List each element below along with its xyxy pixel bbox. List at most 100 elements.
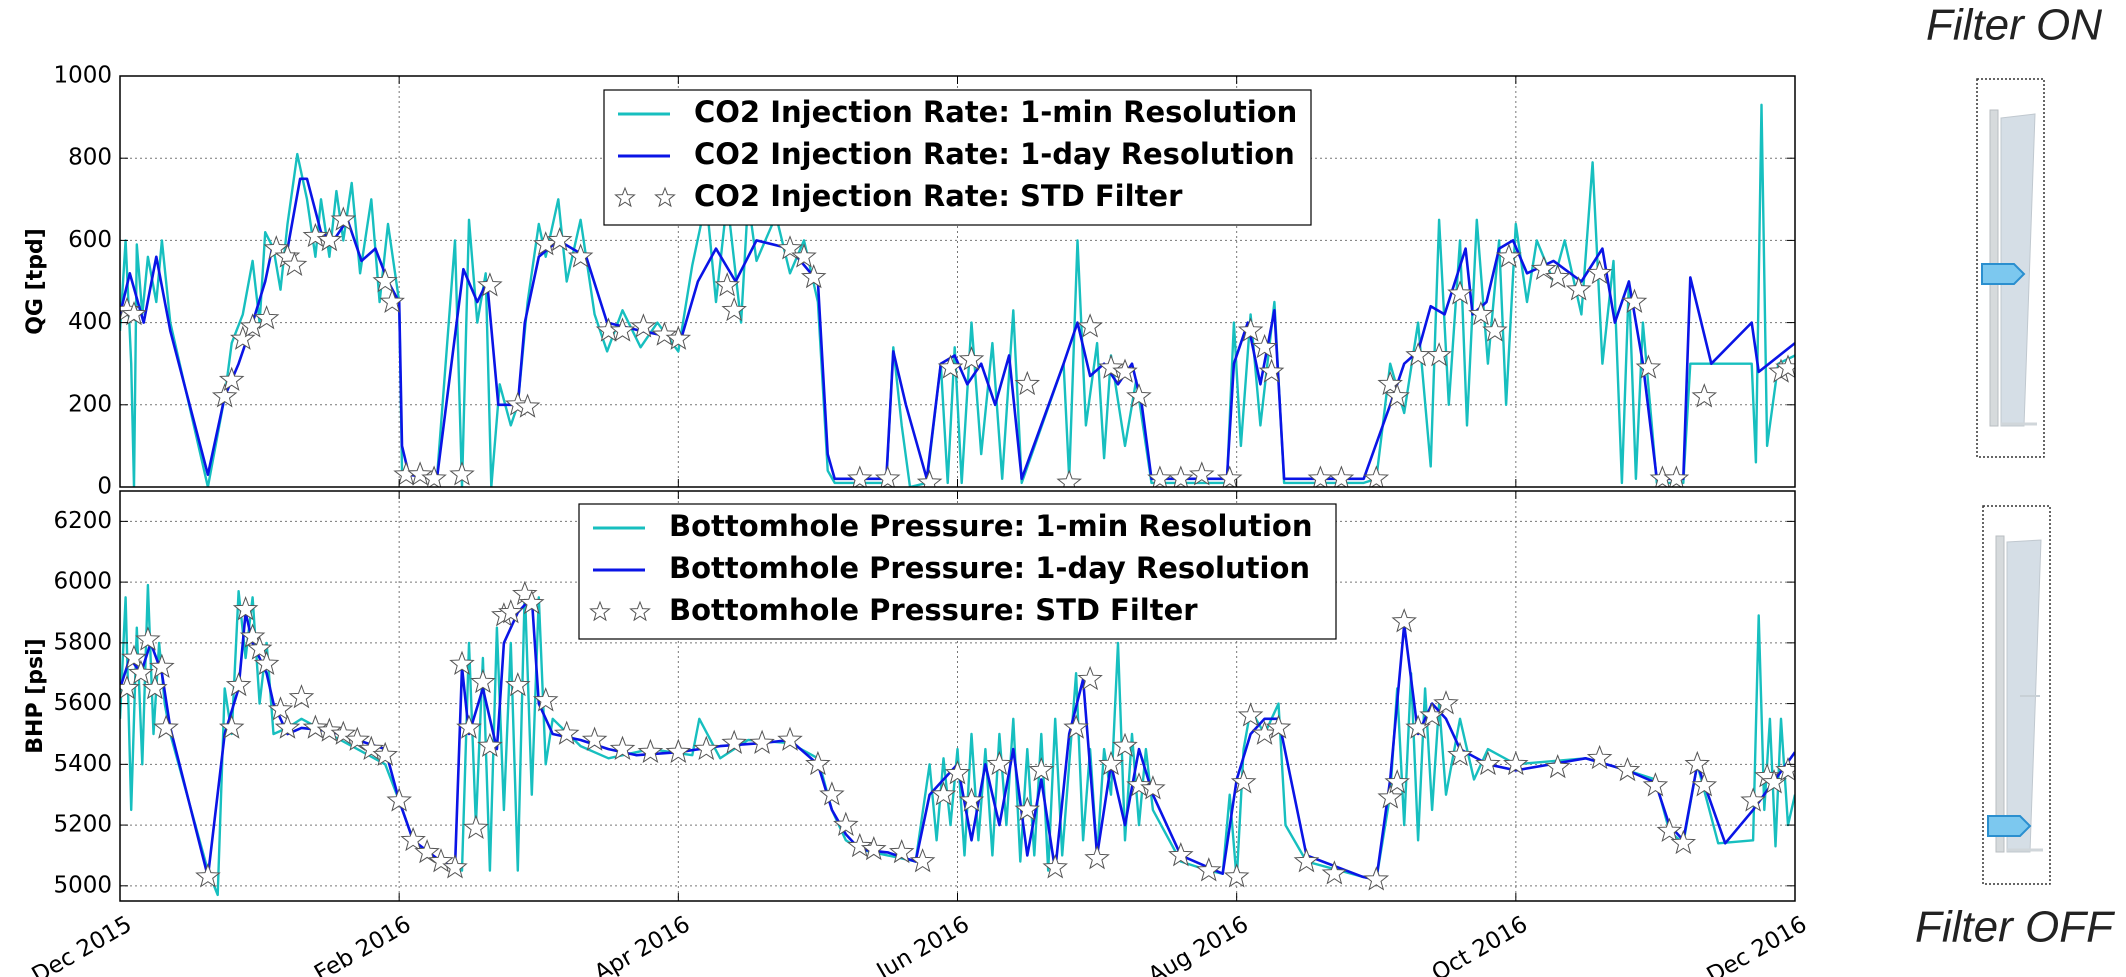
star-marker [1384, 769, 1410, 794]
slider-frame [1982, 505, 2051, 885]
legend-label: CO2 Injection Rate: STD Filter [694, 179, 1183, 213]
star-marker [386, 787, 412, 812]
star-marker [609, 735, 636, 761]
star-marker [1230, 769, 1257, 794]
star-marker [1293, 848, 1320, 873]
star-marker [1530, 255, 1557, 281]
legend: Bottomhole Pressure: 1-min Resolution Bot… [578, 503, 1337, 640]
star-marker [1565, 276, 1592, 301]
star-marker [1112, 358, 1138, 383]
star-marker [428, 848, 454, 873]
star-marker [665, 738, 692, 764]
star-marker [714, 272, 740, 297]
star-marker [937, 354, 964, 379]
star-marker [1775, 756, 1795, 782]
star-marker [777, 726, 803, 751]
star-marker [1447, 280, 1473, 305]
star-marker [1265, 714, 1292, 739]
star-marker [442, 854, 468, 879]
star-marker [288, 684, 315, 709]
star-marker [847, 465, 873, 487]
star-marker [274, 714, 301, 739]
star-marker [532, 687, 559, 712]
star-marker [128, 659, 154, 685]
legend-marker [654, 186, 676, 208]
star-marker [1586, 259, 1613, 285]
star-marker [721, 296, 747, 322]
star-marker [1251, 333, 1278, 359]
star-marker [909, 848, 936, 873]
star-marker [1377, 370, 1403, 396]
star-marker [1307, 465, 1334, 487]
star-marker [1663, 465, 1690, 487]
star-marker [330, 720, 357, 745]
star-marker [1482, 317, 1508, 342]
star-marker [1077, 313, 1103, 338]
filter-slider-off[interactable] [1982, 505, 2051, 885]
legend: CO2 Injection Rate: 1-min Resolution CO2 … [603, 89, 1312, 226]
star-marker [1384, 383, 1410, 408]
star-marker [449, 650, 475, 675]
star-marker [1328, 465, 1355, 487]
star-marker [958, 787, 985, 812]
star-marker [1223, 863, 1250, 888]
star-marker [630, 313, 657, 338]
star-marker [344, 726, 371, 751]
x-tick-label: Feb 2016 [310, 911, 415, 977]
plot-frame [119, 75, 1796, 488]
star-marker [958, 346, 985, 371]
star-marker [693, 735, 720, 761]
star-marker [1042, 854, 1068, 879]
star-marker [888, 838, 915, 864]
star-marker [1237, 317, 1264, 342]
star-marker [1126, 383, 1152, 408]
y-tick-label: 1000 [53, 63, 112, 89]
star-marker [1216, 465, 1243, 487]
star-marker [421, 465, 447, 487]
slider-handle[interactable] [1987, 815, 2032, 837]
star-marker [1084, 845, 1110, 870]
star-marker [1475, 750, 1501, 776]
star-marker [721, 729, 747, 754]
star-marker [149, 653, 175, 679]
x-tick-label: Dec 2016 [1703, 911, 1812, 977]
slider-handle[interactable] [1981, 263, 2026, 285]
y-tick-label: 5600 [53, 690, 112, 716]
star-marker [749, 729, 775, 754]
y-tick-label: 6200 [53, 508, 112, 534]
star-marker [253, 650, 280, 675]
y-tick-label: 5400 [53, 751, 112, 777]
star-marker [1014, 370, 1041, 396]
star-marker [1028, 756, 1055, 782]
legend-frame [578, 503, 1337, 640]
star-marker [1321, 860, 1348, 885]
star-marker [239, 623, 266, 648]
y-tick-label: 5200 [53, 812, 112, 838]
star-marker [1098, 750, 1124, 776]
star-marker [477, 272, 503, 297]
star-marker [456, 714, 482, 739]
plot-frame [119, 490, 1796, 902]
star-marker [281, 251, 308, 276]
slider-track [1995, 535, 2005, 853]
star-marker [1621, 288, 1648, 313]
legend-label: CO2 Injection Rate: 1-min Resolution [694, 95, 1297, 129]
star-marker [1063, 714, 1089, 739]
star-marker [135, 626, 161, 651]
star-marker [463, 814, 489, 839]
star-marker [120, 674, 140, 700]
legend-marker [614, 186, 636, 208]
star-marker [407, 461, 433, 486]
star-marker [1140, 775, 1166, 800]
legend-frame [603, 89, 1312, 226]
filter-slider-on[interactable] [1976, 78, 2045, 458]
star-marker [218, 714, 245, 739]
star-marker [860, 835, 887, 861]
star-marker [1147, 465, 1173, 487]
star-marker [230, 325, 256, 350]
star-marker [153, 714, 179, 739]
star-marker [519, 589, 545, 615]
star-marker [651, 321, 678, 346]
star-marker [372, 741, 398, 767]
x-tick-label: Aug 2016 [1144, 911, 1253, 977]
